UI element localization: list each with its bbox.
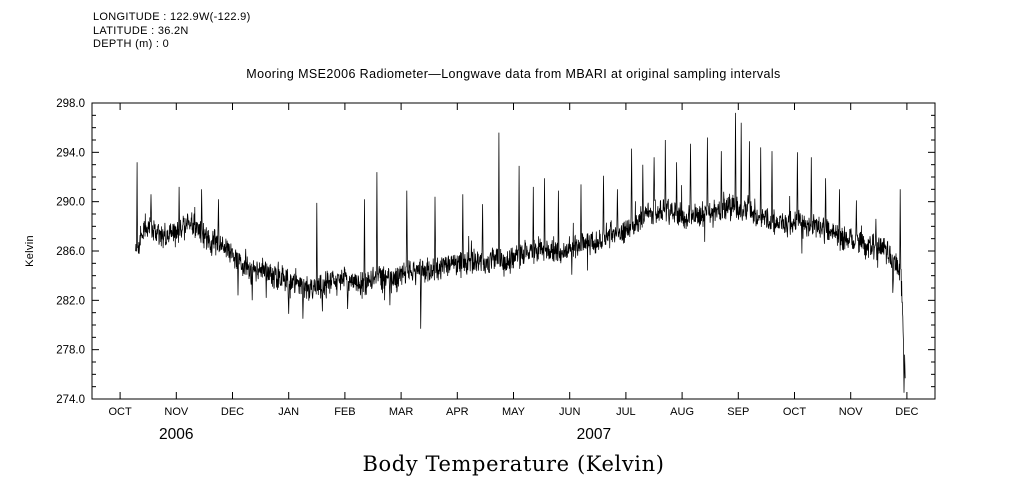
year-label: 2006 xyxy=(159,426,193,443)
latitude-label: LATITUDE : 36.2N xyxy=(93,24,189,37)
y-tick-label: 286.0 xyxy=(56,246,85,258)
plot-frame xyxy=(91,102,936,400)
x-tick-label: AUG xyxy=(670,406,694,418)
x-tick-label: JAN xyxy=(278,406,299,418)
longitude-label: LONGITUDE : 122.9W(-122.9) xyxy=(93,11,251,23)
x-tick-label: NOV xyxy=(164,406,189,418)
y-tick-label: 298.0 xyxy=(56,98,85,110)
data-series-line xyxy=(134,112,906,393)
figure-caption: Body Temperature (Kelvin) xyxy=(362,452,665,476)
x-tick-label: OCT xyxy=(108,406,132,418)
x-tick-label: JUN xyxy=(559,406,580,418)
x-tick-label: DEC xyxy=(221,406,244,418)
depth-label: DEPTH (m) : 0 xyxy=(93,38,170,50)
plot-title: Mooring MSE2006 Radiometer—Longwave data… xyxy=(246,67,781,81)
x-tick-label: SEP xyxy=(727,406,749,418)
y-tick-label: 290.0 xyxy=(56,197,85,209)
y-tick-label: 282.0 xyxy=(56,295,85,307)
y-tick-label: 294.0 xyxy=(56,147,85,159)
x-tick-label: APR xyxy=(446,406,469,418)
x-tick-label: DEC xyxy=(895,406,918,418)
metadata-block: LONGITUDE : 122.9W(-122.9) LATITUDE : 36… xyxy=(93,11,251,52)
x-tick-label: MAR xyxy=(389,406,414,418)
y-tick-label: 278.0 xyxy=(56,345,85,357)
x-tick-label: OCT xyxy=(783,406,807,418)
y-tick-label: 274.0 xyxy=(56,394,85,406)
x-tick-label: JUL xyxy=(616,406,636,418)
x-tick-label: NOV xyxy=(839,406,864,418)
year-label: 2007 xyxy=(577,426,611,443)
x-tick-label: FEB xyxy=(334,406,355,418)
x-tick-label: MAY xyxy=(502,406,526,418)
